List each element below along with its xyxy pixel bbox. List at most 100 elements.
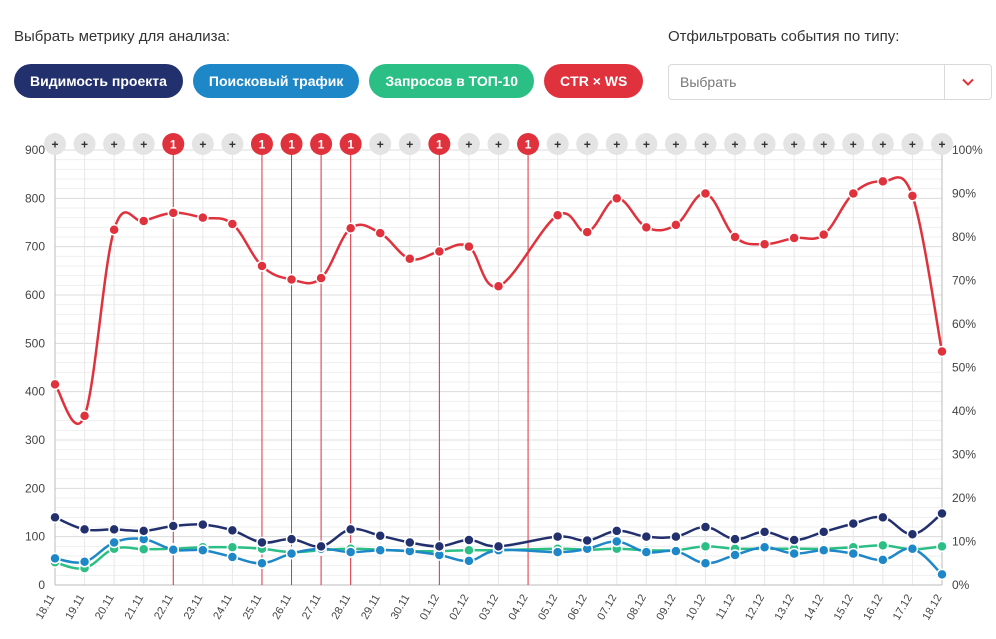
- series-point[interactable]: [788, 547, 800, 560]
- series-point[interactable]: [581, 534, 593, 547]
- series-point[interactable]: [936, 540, 948, 553]
- event-add-badge[interactable]: [191, 133, 214, 155]
- series-point[interactable]: [788, 534, 800, 546]
- series-point[interactable]: [137, 525, 150, 537]
- series-point[interactable]: [404, 536, 416, 549]
- event-add-badge[interactable]: [605, 133, 628, 155]
- series-point[interactable]: [699, 540, 712, 553]
- series-point[interactable]: [788, 232, 800, 244]
- series-point[interactable]: [877, 554, 889, 566]
- series-point[interactable]: [729, 533, 741, 545]
- series-point[interactable]: [433, 540, 446, 553]
- series-point[interactable]: [167, 520, 180, 532]
- series-point[interactable]: [78, 523, 91, 536]
- series-point[interactable]: [729, 231, 741, 243]
- series-point[interactable]: [167, 543, 180, 556]
- event-add-badge[interactable]: [753, 133, 776, 155]
- series-point[interactable]: [49, 511, 61, 524]
- series-point[interactable]: [285, 547, 298, 560]
- event-badge[interactable]: [428, 133, 451, 155]
- event-add-badge[interactable]: [398, 133, 421, 155]
- series-point[interactable]: [344, 222, 357, 235]
- event-add-badge[interactable]: [635, 133, 658, 155]
- metric-traffic-button[interactable]: Поисковый трафик: [192, 64, 360, 98]
- event-add-badge[interactable]: [664, 133, 687, 155]
- series-point[interactable]: [256, 536, 268, 549]
- series-point[interactable]: [256, 260, 268, 272]
- event-badge[interactable]: [250, 133, 273, 155]
- series-point[interactable]: [167, 207, 180, 219]
- series-point[interactable]: [226, 541, 239, 554]
- series-point[interactable]: [49, 552, 61, 565]
- event-add-badge[interactable]: [724, 133, 747, 155]
- series-point[interactable]: [108, 224, 120, 236]
- event-add-badge[interactable]: [369, 133, 392, 155]
- series-point[interactable]: [374, 544, 386, 556]
- event-add-badge[interactable]: [812, 133, 835, 155]
- series-point[interactable]: [463, 544, 475, 556]
- series-point[interactable]: [670, 545, 682, 557]
- series-point[interactable]: [226, 551, 239, 563]
- series-point[interactable]: [108, 523, 120, 536]
- event-add-badge[interactable]: [44, 133, 66, 155]
- series-point[interactable]: [433, 245, 446, 258]
- series-point[interactable]: [492, 540, 505, 553]
- event-add-badge[interactable]: [73, 133, 96, 155]
- event-add-badge[interactable]: [842, 133, 865, 155]
- series-point[interactable]: [404, 253, 416, 265]
- series-point[interactable]: [817, 526, 830, 538]
- series-point[interactable]: [817, 228, 830, 241]
- series-point[interactable]: [758, 541, 771, 554]
- series-point[interactable]: [492, 280, 505, 293]
- series-point[interactable]: [78, 410, 91, 422]
- event-badge[interactable]: [517, 133, 540, 155]
- series-point[interactable]: [611, 535, 623, 548]
- series-point[interactable]: [611, 525, 623, 537]
- series-point[interactable]: [581, 226, 593, 238]
- series-point[interactable]: [108, 536, 120, 549]
- series-point[interactable]: [758, 238, 771, 250]
- series-point[interactable]: [463, 240, 475, 253]
- series-point[interactable]: [463, 534, 475, 546]
- event-add-badge[interactable]: [457, 133, 480, 155]
- series-point[interactable]: [463, 555, 475, 567]
- event-add-badge[interactable]: [221, 133, 244, 155]
- event-type-select[interactable]: Выбрать: [668, 64, 992, 100]
- event-badge[interactable]: [280, 133, 303, 155]
- series-point[interactable]: [936, 568, 948, 581]
- event-add-badge[interactable]: [871, 133, 894, 155]
- metric-visibility-button[interactable]: Видимость проекта: [14, 64, 183, 98]
- series-point[interactable]: [640, 530, 653, 543]
- series-point[interactable]: [936, 507, 948, 520]
- series-point[interactable]: [551, 546, 564, 558]
- series-point[interactable]: [285, 533, 298, 545]
- series-point[interactable]: [906, 190, 919, 202]
- event-add-badge[interactable]: [694, 133, 717, 155]
- event-add-badge[interactable]: [132, 133, 155, 155]
- series-point[interactable]: [197, 518, 209, 531]
- series-point[interactable]: [344, 546, 357, 558]
- event-add-badge[interactable]: [103, 133, 126, 155]
- series-point[interactable]: [906, 528, 919, 540]
- series-point[interactable]: [699, 187, 712, 200]
- series-point[interactable]: [699, 521, 712, 533]
- series-point[interactable]: [49, 378, 61, 391]
- series-point[interactable]: [611, 192, 623, 205]
- series-point[interactable]: [226, 524, 239, 537]
- event-add-badge[interactable]: [931, 133, 953, 155]
- series-point[interactable]: [877, 511, 889, 524]
- series-point[interactable]: [315, 540, 327, 553]
- event-add-badge[interactable]: [783, 133, 806, 155]
- series-point[interactable]: [817, 544, 830, 556]
- series-point[interactable]: [847, 547, 860, 560]
- series-point[interactable]: [670, 530, 682, 543]
- metric-ctr-ws-button[interactable]: CTR × WS: [544, 64, 644, 98]
- series-point[interactable]: [256, 557, 268, 569]
- series-point[interactable]: [137, 215, 150, 227]
- series-point[interactable]: [877, 539, 889, 552]
- event-add-badge[interactable]: [487, 133, 510, 155]
- series-point[interactable]: [551, 530, 564, 543]
- series-point[interactable]: [877, 175, 889, 188]
- event-add-badge[interactable]: [546, 133, 569, 155]
- chevron-down-icon[interactable]: [944, 65, 991, 99]
